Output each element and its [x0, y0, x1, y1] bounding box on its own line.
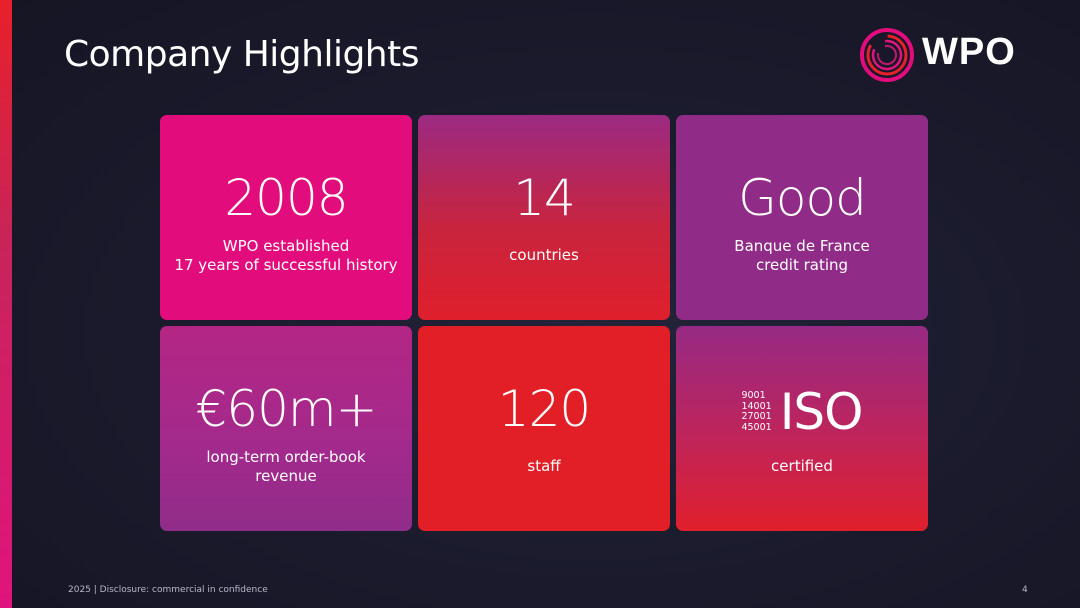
- highlight-card-revenue: €60m+ long-term order-book revenue: [160, 326, 412, 531]
- wpo-ring-logo-icon: [860, 28, 914, 82]
- highlight-label-line: certified: [771, 457, 833, 475]
- highlight-label-line: Banque de France: [734, 237, 870, 255]
- highlight-figure: €60m+: [195, 380, 377, 438]
- highlight-label-line: credit rating: [755, 256, 849, 274]
- highlights-grid: 2008 WPO established 17 years of success…: [160, 115, 928, 531]
- highlight-card-credit-rating: Good Banque de France credit rating: [676, 115, 928, 320]
- highlight-card-established: 2008 WPO established 17 years of success…: [160, 115, 412, 320]
- highlight-label: staff: [418, 457, 670, 476]
- highlight-card-countries: 14 countries: [418, 115, 670, 320]
- highlight-label: long-term order-book revenue: [160, 448, 412, 486]
- iso-code: 27001: [741, 411, 772, 422]
- slide-title: Company Highlights: [64, 34, 420, 75]
- highlight-label-line: countries: [509, 246, 579, 264]
- highlight-label-line: WPO established: [222, 237, 350, 255]
- highlight-figure: Good: [738, 169, 867, 227]
- iso-standard-codes: 9001 14001 27001 45001: [741, 390, 772, 433]
- highlight-label: certified: [676, 457, 928, 476]
- logo-wordmark: WPO: [922, 31, 1016, 73]
- highlight-figure: 2008: [224, 169, 348, 227]
- highlight-figure: ISO: [779, 383, 864, 441]
- highlight-card-staff: 120 staff: [418, 326, 670, 531]
- highlight-label-line: staff: [527, 457, 561, 475]
- iso-figure: 9001 14001 27001 45001 ISO: [676, 384, 928, 440]
- footer-disclosure: 2025 | Disclosure: commercial in confide…: [68, 585, 268, 595]
- iso-code: 9001: [741, 390, 766, 401]
- highlight-figure: 14: [513, 169, 576, 227]
- highlight-label: WPO established 17 years of successful h…: [160, 237, 412, 275]
- page-number: 4: [1022, 585, 1028, 595]
- accent-side-bar: [0, 0, 12, 608]
- highlight-label-line: long-term order-book: [206, 448, 366, 466]
- highlight-label: countries: [418, 246, 670, 265]
- highlight-figure: 120: [497, 380, 591, 438]
- iso-code: 45001: [741, 421, 772, 433]
- highlight-label-line: 17 years of successful history: [174, 256, 398, 274]
- highlight-label: Banque de France credit rating: [676, 237, 928, 275]
- highlight-label-line: revenue: [255, 467, 317, 485]
- wpo-logo: WPO: [858, 26, 1038, 84]
- highlight-card-iso: 9001 14001 27001 45001 ISO certified: [676, 326, 928, 531]
- iso-code: 14001: [741, 400, 772, 412]
